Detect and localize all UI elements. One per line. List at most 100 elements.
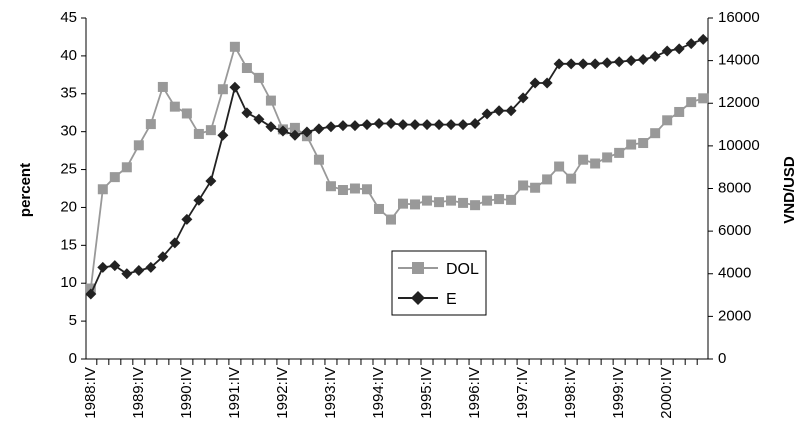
data-point-e [265, 121, 277, 133]
legend: DOL E [391, 250, 487, 316]
data-point-e [313, 123, 325, 135]
x-tick-label: 1998:IV [562, 367, 579, 419]
data-point-e [121, 268, 133, 280]
data-point-dol [542, 174, 553, 185]
data-point-dol [422, 195, 433, 206]
legend-item-e: E [398, 291, 457, 308]
data-point-e [529, 77, 541, 89]
data-point-dol [241, 63, 252, 74]
data-point-e [145, 261, 157, 273]
data-point-dol [614, 147, 625, 158]
legend-label-e: E [446, 291, 457, 308]
data-point-e [433, 119, 445, 131]
data-point-dol [181, 108, 192, 119]
data-point-dol [337, 185, 348, 196]
x-tick-label: 1995:IV [418, 367, 435, 419]
legend-marker-dol [412, 262, 424, 274]
data-point-dol [458, 197, 469, 208]
data-point-e [385, 117, 397, 129]
data-point-dol [434, 197, 445, 208]
data-point-e [613, 56, 625, 68]
right-y-tick-label: 0 [718, 350, 726, 367]
data-point-dol [289, 122, 300, 133]
data-point-dol [470, 200, 481, 211]
data-point-e [637, 54, 649, 66]
data-point-e [109, 260, 121, 272]
legend-label-dol: DOL [446, 261, 479, 278]
series-layer [85, 33, 709, 300]
left-y-tick-label: 45 [60, 9, 77, 26]
data-point-dol [662, 115, 673, 126]
x-tick-label: 1988:IV [82, 367, 99, 419]
data-point-dol [121, 162, 132, 173]
data-point-dol [626, 139, 637, 150]
data-point-e [625, 55, 637, 67]
data-point-e [85, 288, 97, 300]
data-point-dol [506, 194, 517, 205]
data-point-dol [193, 128, 204, 139]
series-line-dol [89, 44, 704, 289]
data-point-dol [205, 125, 216, 136]
x-tick-label: 1997:IV [514, 367, 531, 419]
left-y-tick-label: 15 [60, 236, 77, 253]
data-point-e [205, 175, 217, 187]
data-point-e [493, 105, 505, 117]
data-point-e [409, 119, 421, 131]
right-y-tick-label: 8000 [718, 179, 751, 196]
right-y-tick-label: 12000 [718, 94, 760, 111]
data-point-e [445, 119, 457, 131]
data-point-dol [157, 81, 168, 92]
data-point-dol [253, 72, 264, 83]
data-point-e [649, 50, 661, 62]
x-tick-label: 1994:IV [370, 367, 387, 419]
series-dol [85, 41, 709, 294]
data-point-dol [674, 106, 685, 117]
data-point-e [469, 117, 481, 129]
left-y-tick-label: 35 [60, 85, 77, 102]
left-y-tick-label: 0 [69, 350, 77, 367]
left-axis-title: percent [17, 163, 34, 217]
right-axis-title: VND/USD [781, 156, 798, 224]
right-y-tick-label: 14000 [718, 52, 760, 69]
data-point-dol [482, 195, 493, 206]
data-point-e [541, 77, 553, 89]
data-point-dol [566, 173, 577, 184]
data-point-e [97, 261, 109, 273]
data-point-e [577, 58, 589, 70]
data-point-dol [494, 194, 505, 205]
right-y-tick-label: 6000 [718, 222, 751, 239]
data-point-e [565, 58, 577, 70]
x-tick-label: 1992:IV [274, 367, 291, 419]
data-point-dol [590, 158, 601, 169]
data-point-dol [349, 183, 360, 194]
data-point-dol [145, 119, 156, 130]
data-point-e [325, 121, 337, 133]
data-point-dol [686, 97, 697, 108]
data-point-e [181, 213, 193, 225]
data-point-e [217, 129, 229, 141]
data-point-e [685, 38, 697, 50]
data-point-e [457, 119, 469, 131]
data-point-e [373, 117, 385, 129]
data-point-e [337, 120, 349, 132]
data-point-dol [398, 198, 409, 209]
data-point-dol [446, 195, 457, 206]
data-point-e [289, 129, 301, 141]
data-point-e [229, 81, 241, 93]
data-point-dol [638, 138, 649, 149]
data-point-dol [217, 84, 228, 95]
left-y-tick-label: 30 [60, 123, 77, 140]
left-y-axis: 0 5 10 15 20 25 30 35 40 45 [60, 9, 86, 367]
data-point-e [169, 237, 181, 249]
data-point-e [301, 126, 313, 138]
data-point-dol [313, 154, 324, 165]
data-point-e [361, 119, 373, 131]
right-y-tick-label: 16000 [718, 9, 760, 26]
x-tick-label: 1989:IV [130, 367, 147, 419]
data-point-dol [97, 184, 108, 195]
data-point-e [397, 119, 409, 131]
data-point-e [661, 45, 673, 57]
right-y-axis: 0 2000 4000 6000 8000 10000 12000 14000 16000 [708, 9, 760, 367]
data-point-e [193, 194, 205, 206]
